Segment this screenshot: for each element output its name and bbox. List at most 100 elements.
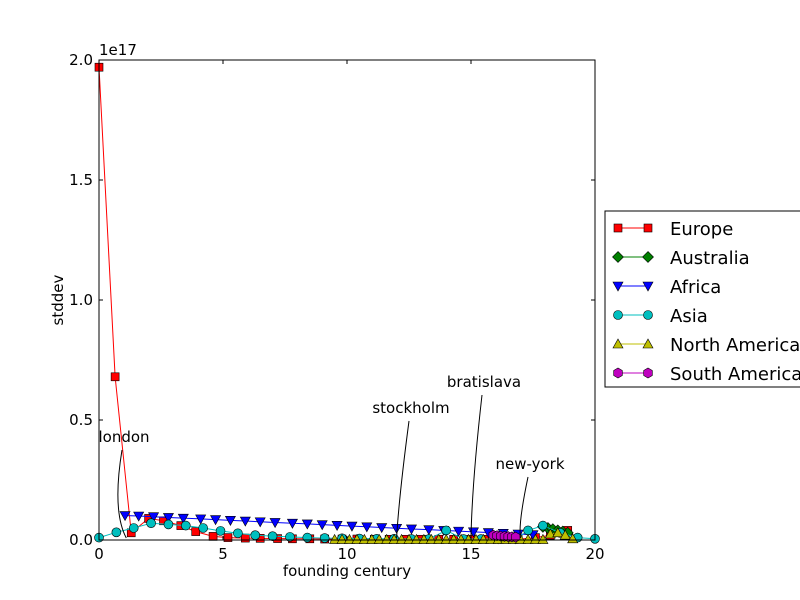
y-tick-label: 0.0: [69, 531, 93, 549]
data-point-asia: [250, 530, 261, 541]
legend-marker: [613, 223, 623, 233]
legend-box: [604, 210, 800, 388]
data-point-north-america: [529, 533, 541, 544]
data-point-north-america: [351, 533, 363, 544]
data-point-asia: [215, 526, 226, 536]
data-point-north-america: [366, 533, 378, 544]
legend-marker: [612, 251, 624, 263]
legend-label: Europe: [670, 219, 733, 240]
data-point-africa: [346, 521, 358, 532]
data-point-africa: [391, 523, 403, 534]
data-point-north-america: [418, 533, 430, 544]
x-tick-label: 0: [94, 545, 104, 563]
data-point-north-america: [381, 533, 393, 544]
data-point-europe: [208, 532, 218, 541]
data-point-asia: [538, 520, 548, 531]
annotation-label: bratislava: [447, 373, 521, 391]
annotations: london stockholm bratislava new-york: [98, 373, 565, 539]
y-tick-label: 1.0: [69, 291, 93, 309]
x-axis-label: founding century: [283, 562, 411, 580]
legend-marker: [642, 338, 654, 349]
data-point-africa: [331, 521, 343, 531]
series-africa: [119, 511, 539, 541]
annotation-arrow: [470, 394, 483, 539]
data-point-africa: [376, 523, 388, 534]
data-point-north-america: [455, 533, 467, 544]
legend-entry-europe: Europe: [613, 219, 733, 240]
legend-marker: [642, 251, 654, 263]
data-point-north-america: [425, 533, 437, 544]
data-point-north-america: [358, 533, 370, 544]
annotation-arrow: [396, 420, 410, 539]
data-point-africa: [119, 511, 131, 522]
legend-marker: [613, 367, 623, 379]
data-point-europe: [241, 533, 250, 543]
legend-marker: [612, 338, 624, 349]
legend-marker: [643, 310, 653, 320]
legend-entry-north-america: North America: [612, 335, 800, 356]
data-point-africa: [405, 524, 417, 535]
y-tick-label: 0.5: [69, 411, 93, 429]
series-north-america: [329, 527, 579, 544]
data-point-north-america: [477, 533, 489, 544]
legend-label: Asia: [670, 306, 708, 327]
data-point-africa: [195, 514, 207, 525]
x-tick-label: 10: [337, 545, 356, 563]
data-point-north-america: [336, 533, 348, 544]
annotation-arrow: [519, 476, 529, 539]
series-layer: [94, 62, 600, 545]
data-point-africa: [423, 525, 435, 536]
data-point-asia: [198, 523, 208, 533]
data-point-north-america: [433, 533, 445, 544]
data-point-africa: [224, 516, 236, 526]
data-point-north-america: [522, 533, 534, 544]
data-point-europe: [191, 527, 201, 536]
legend-label: South America: [670, 364, 800, 385]
legend-entry-africa: Africa: [612, 277, 721, 298]
y-offset-label: 1e17: [99, 41, 137, 59]
data-point-asia: [523, 525, 533, 536]
data-point-africa: [301, 519, 313, 530]
data-point-asia: [163, 519, 174, 530]
legend-marker: [643, 367, 653, 379]
data-point-africa: [453, 526, 465, 537]
legend-label: Africa: [670, 277, 721, 298]
data-point-north-america: [329, 533, 341, 544]
data-point-africa: [177, 513, 189, 524]
data-point-africa: [148, 512, 160, 523]
data-point-north-america: [396, 533, 408, 544]
annotation-label: stockholm: [372, 399, 449, 417]
data-point-north-america: [403, 533, 415, 544]
data-point-africa: [210, 515, 222, 526]
legend-marker: [643, 223, 653, 233]
data-point-asia: [146, 518, 156, 529]
data-point-asia: [267, 531, 278, 541]
data-point-north-america: [388, 533, 400, 544]
legend-label: North America: [670, 335, 800, 356]
data-point-africa: [162, 513, 174, 524]
data-point-africa: [316, 520, 328, 531]
data-point-north-america: [567, 533, 579, 544]
data-point-europe: [110, 372, 120, 382]
data-point-south-america: [511, 531, 521, 543]
data-point-north-america: [440, 533, 452, 544]
data-point-asia: [441, 525, 452, 536]
legend-marker: [613, 310, 623, 320]
legend: Europe Australia Africa Asia North America So…: [604, 210, 800, 388]
legend-entry-south-america: South America: [613, 364, 800, 385]
legend-label: Australia: [670, 248, 750, 269]
data-point-asia: [181, 520, 191, 531]
y-tick-label: 1.5: [69, 171, 93, 189]
data-point-africa: [133, 511, 145, 522]
x-tick-label: 15: [461, 545, 480, 563]
annotation-label: new-york: [495, 455, 564, 473]
data-point-africa: [269, 518, 281, 529]
data-point-north-america: [552, 527, 564, 538]
data-point-africa: [361, 522, 373, 533]
axis-ticks: 0 5 10 15 20 0.0 0.5 1.0 1.5 2.0: [69, 51, 604, 563]
data-point-africa: [254, 517, 266, 528]
data-point-asia: [111, 527, 122, 538]
data-point-north-america: [537, 533, 549, 544]
data-point-asia: [285, 532, 295, 542]
